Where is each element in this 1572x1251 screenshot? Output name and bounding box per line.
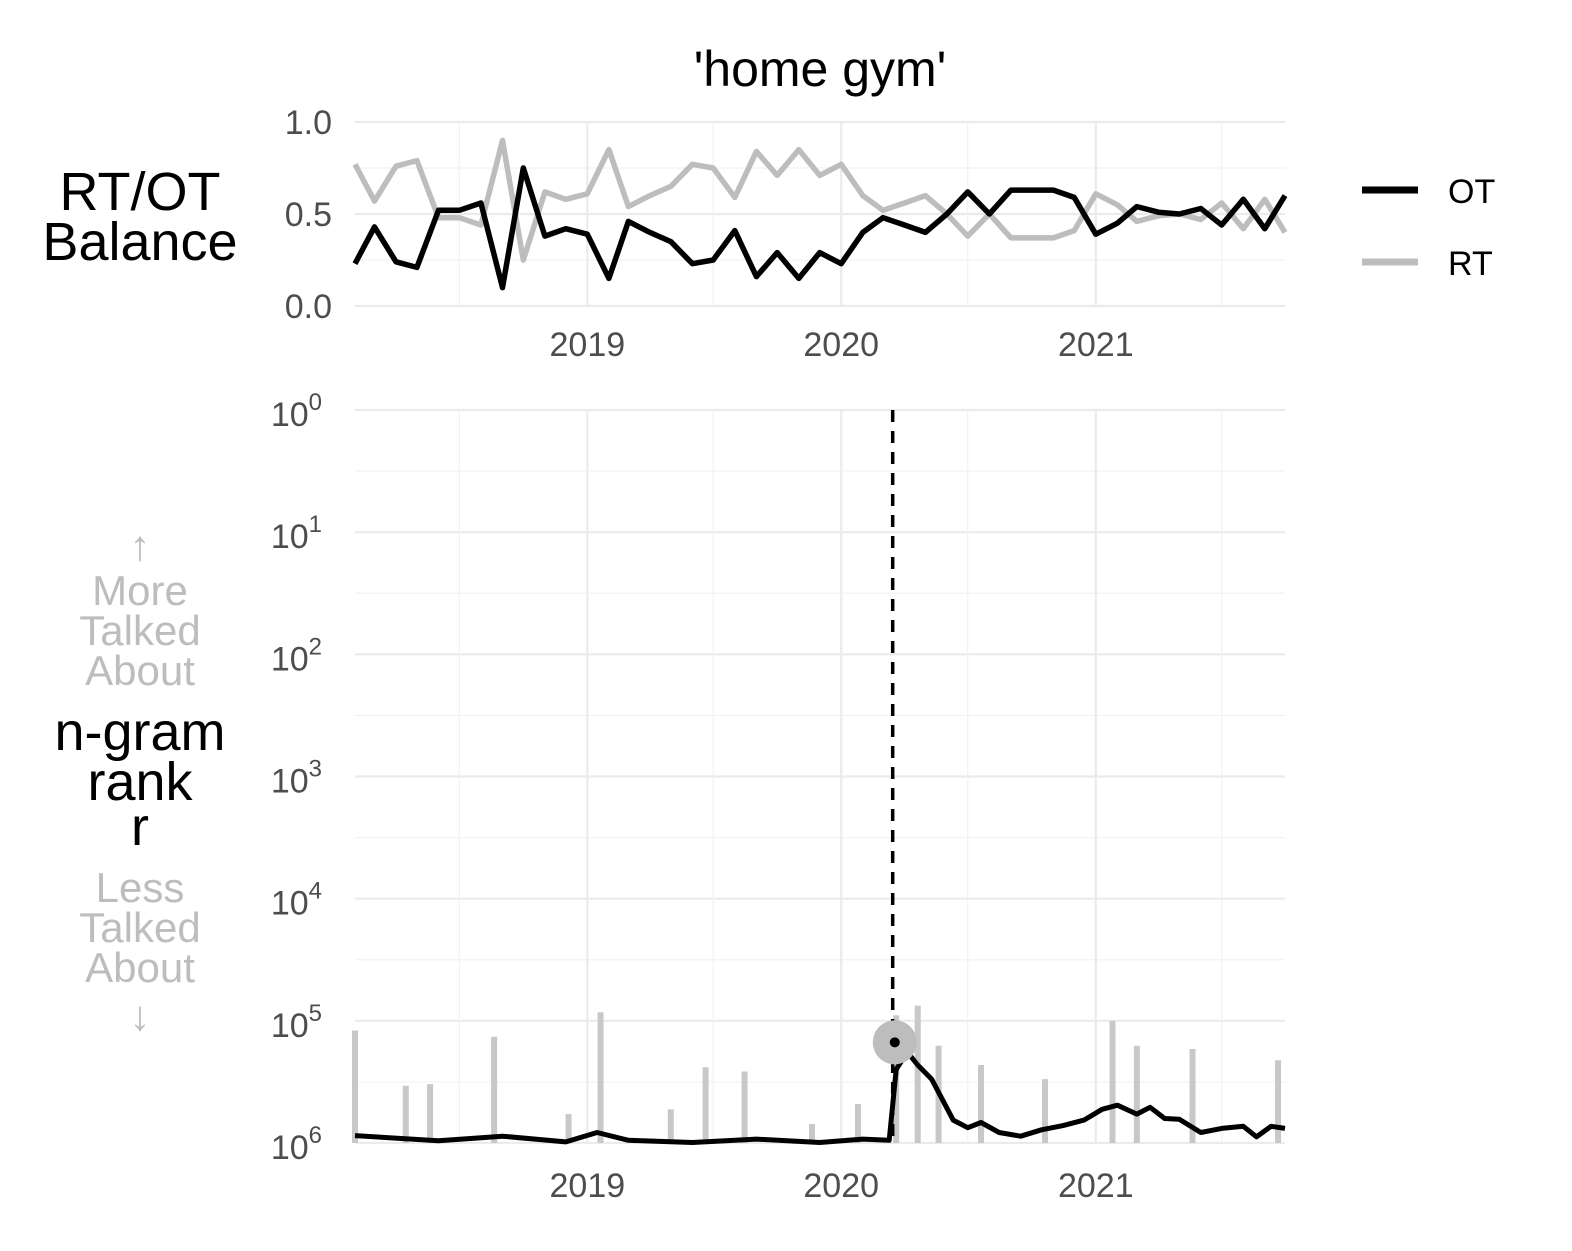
ylabel-r: r: [131, 797, 149, 857]
ylabel-talked-bottom: Talked: [79, 904, 200, 951]
top-ylabel-line-2: Balance: [42, 212, 237, 272]
ylabel-down-arrow: ↓: [130, 992, 151, 1039]
top-y-axis-label: RT/OT Balance: [42, 162, 237, 272]
bottom-y-tick-label: 104: [271, 878, 322, 923]
top-y-ticks: 0.0 0.5 1.0: [285, 104, 332, 326]
top-x-ticks: 2019 2020 2021: [550, 326, 1134, 364]
ylabel-up-arrow: ↑: [130, 522, 151, 569]
chart-title: 'home gym': [694, 41, 947, 97]
bottom-x-ticks: 2019 2020 2021: [550, 1167, 1134, 1205]
bottom-y-tick-label: 103: [271, 756, 322, 801]
bottom-panel-grid: [355, 408, 1285, 1145]
top-series-line-ot: [352, 165, 1288, 291]
legend-label-rt: RT: [1448, 245, 1493, 283]
top-y-tick-label: 0.0: [285, 288, 332, 326]
ylabel-rank: rank: [87, 752, 193, 812]
top-y-tick-label: 1.0: [285, 104, 332, 142]
bottom-y-tick-label: 100: [271, 389, 322, 434]
bottom-y-axis-label: ↑ More Talked About n-gram rank r Less T…: [54, 522, 225, 1039]
legend-label-ot: OT: [1448, 173, 1495, 211]
bottom-x-tick-label: 2021: [1058, 1167, 1134, 1205]
bottom-series-line-ot: [354, 1049, 1286, 1145]
bottom-annotations: [872, 410, 917, 1143]
bottom-y-ticks: 100 101 102 103 104 105 106: [271, 389, 322, 1167]
ylabel-talked-top: Talked: [79, 607, 200, 654]
bottom-rt-series: [352, 1005, 1282, 1143]
top-x-tick-label: 2021: [1058, 326, 1134, 364]
bottom-y-tick-label: 105: [271, 1000, 322, 1045]
ylabel-about-bottom: About: [85, 944, 195, 991]
ylabel-ngram: n-gram: [54, 702, 225, 762]
ylabel-more: More: [92, 567, 188, 614]
bottom-y-tick-label: 102: [271, 633, 322, 678]
bottom-ot-series: [354, 1049, 1286, 1145]
top-panel-grid: [355, 120, 1285, 308]
peak-marker-dot: [889, 1037, 900, 1048]
top-series-line-rt: [352, 137, 1288, 263]
top-x-tick-label: 2019: [550, 326, 626, 364]
ylabel-less: Less: [96, 864, 185, 911]
top-ylabel-line-1: RT/OT: [60, 162, 221, 222]
ylabel-about-top: About: [85, 647, 195, 694]
top-y-tick-label: 0.5: [285, 196, 332, 234]
bottom-x-tick-label: 2019: [550, 1167, 626, 1205]
bottom-y-tick-label: 101: [271, 511, 322, 556]
top-series: [352, 137, 1288, 291]
bottom-x-tick-label: 2020: [803, 1167, 879, 1205]
bottom-y-tick-label: 106: [271, 1122, 322, 1167]
legend: OT RT: [1362, 173, 1495, 283]
top-x-tick-label: 2020: [803, 326, 879, 364]
